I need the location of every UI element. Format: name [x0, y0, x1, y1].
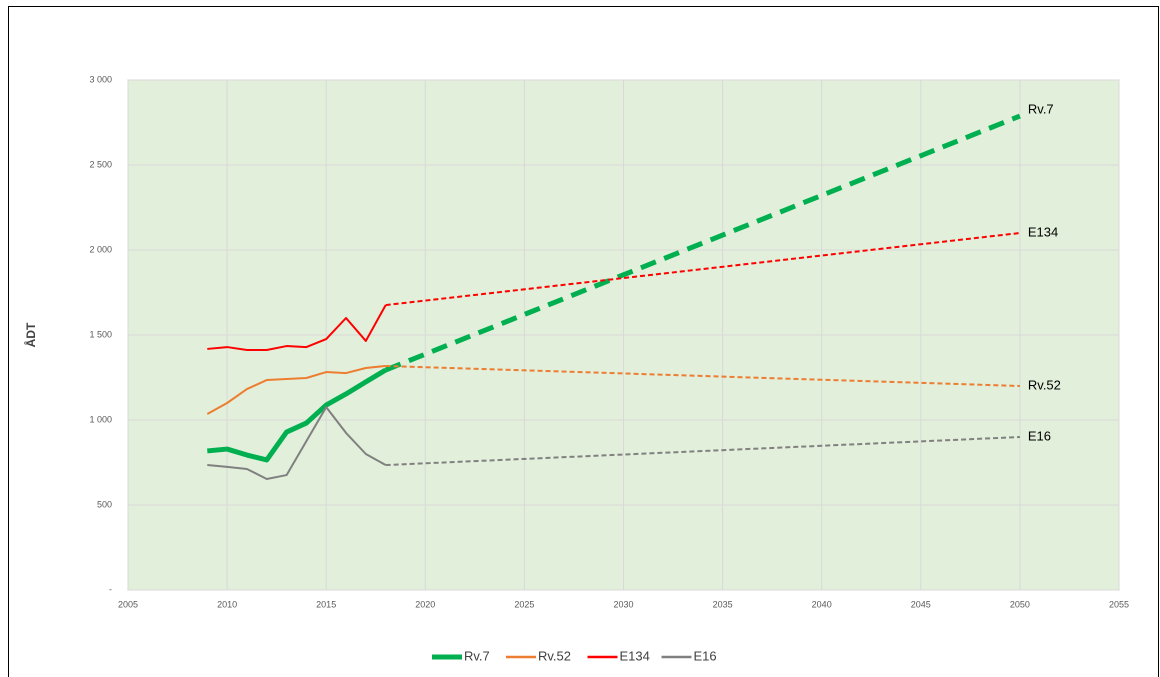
y-tick-label: 500: [97, 499, 112, 509]
x-tick-label: 2005: [118, 599, 138, 609]
frame: [8, 6, 1159, 677]
series-line: [207, 367, 387, 463]
x-tick-label: 2050: [1010, 599, 1030, 609]
legend-label: E134: [620, 648, 650, 663]
series-line: [207, 304, 387, 351]
end-label: E134: [1028, 224, 1058, 239]
series-line: [206, 364, 386, 415]
end-label: Rv.52: [1028, 377, 1061, 392]
x-tick-label: 2020: [415, 599, 435, 609]
legend-label: Rv.52: [538, 648, 571, 663]
y-tick-label: 2 500: [89, 159, 112, 169]
x-tick-label: 2055: [1109, 599, 1129, 609]
y-axis-label: ÅDT: [23, 322, 38, 347]
projection-line: [384, 113, 1021, 373]
y-tick-label: 3 000: [89, 74, 112, 84]
series-line: [207, 406, 387, 480]
projection-line: [385, 232, 1021, 307]
x-tick-label: 2045: [911, 599, 931, 609]
x-tick-label: 2035: [713, 599, 733, 609]
legend-label: E16: [694, 648, 717, 663]
end-label: Rv.7: [1028, 101, 1054, 116]
legend-label: Rv.7: [464, 648, 490, 663]
y-tick-label: 2 000: [89, 244, 112, 254]
projection-line: [385, 436, 1020, 467]
x-tick-label: 2025: [514, 599, 534, 609]
y-tick-label: 1 000: [89, 414, 112, 424]
x-tick-label: 2010: [217, 599, 237, 609]
y-tick-label: -: [109, 584, 112, 594]
end-label: E16: [1028, 428, 1051, 443]
projection-line: [385, 364, 1020, 387]
x-tick-label: 2040: [812, 599, 832, 609]
y-tick-label: 1 500: [89, 329, 112, 339]
x-tick-label: 2030: [613, 599, 633, 609]
x-tick-label: 2015: [316, 599, 336, 609]
